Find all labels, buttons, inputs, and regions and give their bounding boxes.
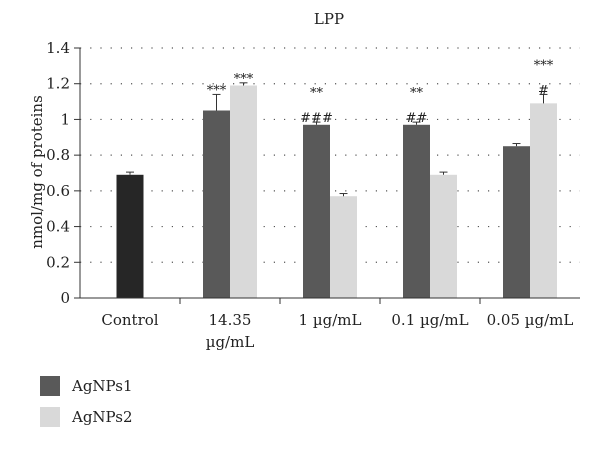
y-tick-label: 0.6 — [46, 182, 70, 200]
chart-title: LPP — [314, 10, 344, 28]
legend-label-agnps2: AgNPs2 — [72, 408, 133, 426]
y-tick-label: 0 — [60, 289, 70, 307]
bars — [116, 82, 557, 299]
x-category-label: 14.35 — [209, 311, 252, 329]
x-category-label: µg/mL — [206, 333, 255, 351]
legend: AgNPs1 AgNPs2 — [40, 376, 133, 438]
legend-swatch-agnps1 — [40, 376, 60, 396]
significance-marker: *** — [534, 58, 554, 73]
legend-item-agnps1: AgNPs1 — [40, 376, 133, 396]
y-tick-label: 1.4 — [46, 39, 70, 57]
axes — [79, 48, 580, 304]
bar-agnps2 — [530, 103, 557, 298]
significance-annotations: ***###**##*****#*** — [207, 58, 554, 126]
x-category-label: 1 µg/mL — [299, 311, 362, 329]
x-category-label: Control — [101, 311, 158, 329]
bar-agnps1 — [503, 146, 530, 298]
bar-agnps2 — [230, 85, 257, 298]
legend-swatch-agnps2 — [40, 407, 60, 427]
legend-label-agnps1: AgNPs1 — [72, 377, 133, 395]
bar-agnps2 — [330, 196, 357, 298]
bar-agnps1 — [203, 110, 230, 298]
bar-agnps1 — [403, 124, 430, 299]
significance-marker: ** — [410, 86, 424, 101]
bar-control — [116, 174, 144, 298]
x-category-label: 0.1 µg/mL — [391, 311, 468, 329]
y-tick-label: 0.2 — [46, 253, 70, 271]
bar-agnps2 — [430, 174, 457, 298]
bar-agnps1 — [303, 124, 330, 299]
x-categories: Control 14.35 µg/mL 1 µg/mL 0.1 µg/mL 0.05 µg… — [101, 311, 573, 351]
y-tick-label: 1 — [60, 110, 70, 128]
legend-item-agnps2: AgNPs2 — [40, 407, 133, 427]
bar-chart: 0 0.2 0.4 0.6 0.8 1 1.2 1.4 Control 14.35 µg/mL 1 … — [28, 10, 580, 351]
significance-marker: ** — [310, 86, 324, 101]
x-category-label: 0.05 µg/mL — [487, 311, 574, 329]
y-axis-label: nmol/mg of proteins — [28, 95, 46, 249]
y-ticks: 0 0.2 0.4 0.6 0.8 1 1.2 1.4 — [46, 39, 80, 307]
y-tick-label: 0.4 — [46, 218, 70, 236]
y-tick-label: 0.8 — [46, 146, 70, 164]
significance-marker: ## — [406, 111, 428, 126]
significance-marker: ### — [300, 111, 333, 126]
significance-marker: *** — [207, 83, 227, 98]
significance-marker: *** — [234, 72, 254, 87]
y-tick-label: 1.2 — [46, 75, 70, 93]
significance-marker: # — [538, 83, 549, 98]
